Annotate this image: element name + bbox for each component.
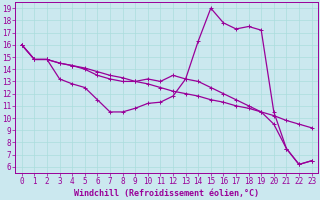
X-axis label: Windchill (Refroidissement éolien,°C): Windchill (Refroidissement éolien,°C) (74, 189, 259, 198)
